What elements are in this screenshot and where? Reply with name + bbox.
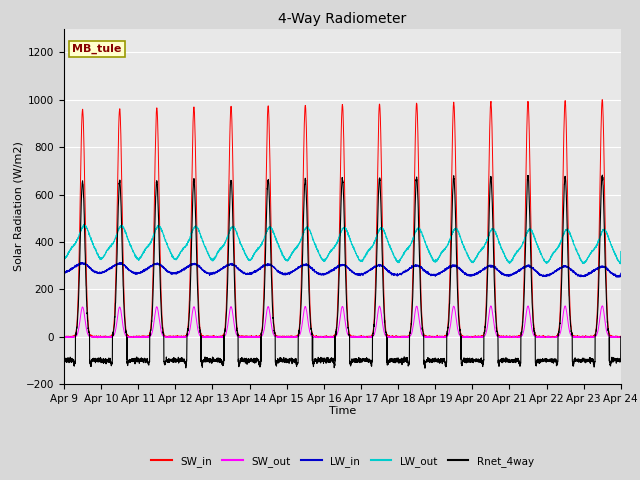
SW_out bbox=[436, 334, 444, 340]
SW_in bbox=[161, 332, 168, 338]
Rnet_4way bbox=[499, 357, 507, 363]
LW_out bbox=[436, 252, 444, 258]
LW_in bbox=[116, 260, 124, 265]
SW_out bbox=[424, 335, 431, 340]
SW_out bbox=[467, 334, 475, 340]
LW_in bbox=[436, 270, 444, 276]
SW_out bbox=[60, 334, 68, 340]
Rnet_4way bbox=[322, 358, 330, 363]
Title: 4-Way Radiometer: 4-Way Radiometer bbox=[278, 12, 406, 26]
SW_out bbox=[617, 334, 625, 340]
Line: LW_out: LW_out bbox=[64, 224, 621, 264]
SW_in bbox=[616, 334, 624, 339]
LW_out bbox=[60, 255, 68, 261]
Rnet_4way bbox=[421, 365, 429, 371]
Rnet_4way bbox=[467, 359, 475, 365]
Line: Rnet_4way: Rnet_4way bbox=[64, 175, 621, 368]
LW_out bbox=[80, 221, 88, 227]
SW_out bbox=[616, 335, 624, 340]
SW_out bbox=[160, 334, 168, 339]
LW_in bbox=[161, 265, 168, 271]
SW_in bbox=[598, 97, 606, 103]
SW_out bbox=[499, 334, 507, 340]
Line: LW_in: LW_in bbox=[64, 263, 621, 277]
LW_in bbox=[60, 269, 68, 275]
Line: SW_in: SW_in bbox=[64, 100, 621, 338]
LW_in bbox=[322, 270, 330, 276]
Rnet_4way bbox=[617, 334, 625, 339]
Rnet_4way bbox=[598, 172, 606, 178]
SW_in bbox=[617, 334, 625, 339]
SW_in bbox=[94, 335, 102, 341]
LW_out bbox=[617, 261, 625, 267]
Text: MB_tule: MB_tule bbox=[72, 44, 122, 54]
Legend: SW_in, SW_out, LW_in, LW_out, Rnet_4way: SW_in, SW_out, LW_in, LW_out, Rnet_4way bbox=[147, 452, 538, 471]
LW_out bbox=[322, 256, 330, 262]
LW_out bbox=[616, 260, 624, 266]
SW_in bbox=[60, 334, 68, 339]
Rnet_4way bbox=[616, 357, 624, 363]
SW_in bbox=[436, 334, 444, 340]
LW_out bbox=[467, 259, 475, 264]
LW_in bbox=[617, 270, 625, 276]
LW_out bbox=[617, 249, 625, 254]
Rnet_4way bbox=[60, 357, 68, 363]
Line: SW_out: SW_out bbox=[64, 306, 621, 337]
Rnet_4way bbox=[160, 359, 168, 364]
SW_out bbox=[598, 303, 606, 309]
LW_in bbox=[614, 274, 622, 280]
SW_in bbox=[322, 334, 330, 339]
LW_in bbox=[499, 270, 507, 276]
SW_in bbox=[499, 334, 507, 339]
LW_in bbox=[616, 274, 624, 279]
LW_out bbox=[161, 234, 168, 240]
Y-axis label: Solar Radiation (W/m2): Solar Radiation (W/m2) bbox=[13, 142, 23, 271]
LW_out bbox=[499, 248, 507, 254]
X-axis label: Time: Time bbox=[329, 407, 356, 417]
Rnet_4way bbox=[436, 357, 444, 362]
SW_out bbox=[322, 334, 330, 340]
SW_in bbox=[467, 334, 475, 339]
LW_in bbox=[467, 273, 475, 279]
